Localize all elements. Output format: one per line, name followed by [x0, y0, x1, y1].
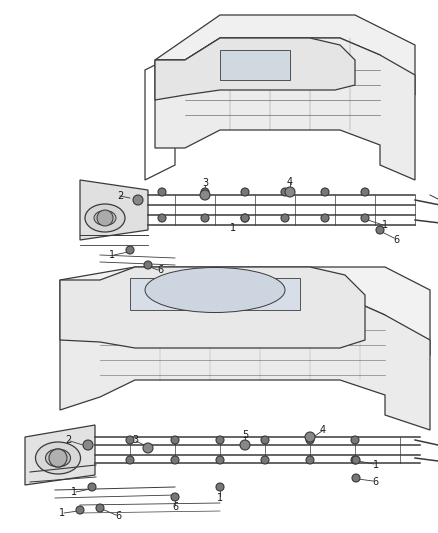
Ellipse shape	[46, 449, 71, 467]
Text: 6: 6	[172, 502, 178, 512]
Polygon shape	[60, 267, 430, 355]
Circle shape	[158, 188, 166, 196]
Circle shape	[133, 195, 143, 205]
Polygon shape	[25, 425, 95, 485]
Ellipse shape	[94, 211, 116, 225]
Text: 1: 1	[217, 493, 223, 503]
Circle shape	[351, 436, 359, 444]
Circle shape	[376, 226, 384, 234]
Circle shape	[285, 187, 295, 197]
Circle shape	[352, 474, 360, 482]
Circle shape	[171, 436, 179, 444]
Circle shape	[96, 504, 104, 512]
Text: 1: 1	[373, 460, 379, 470]
Circle shape	[158, 214, 166, 222]
Circle shape	[351, 456, 359, 464]
Text: 2: 2	[117, 191, 123, 201]
Text: 1: 1	[71, 487, 77, 497]
Circle shape	[306, 456, 314, 464]
Ellipse shape	[145, 268, 285, 312]
Circle shape	[144, 261, 152, 269]
Circle shape	[126, 246, 134, 254]
Text: 3: 3	[202, 178, 208, 188]
Circle shape	[305, 432, 315, 442]
Polygon shape	[60, 295, 430, 430]
Circle shape	[281, 214, 289, 222]
Circle shape	[126, 456, 134, 464]
Circle shape	[321, 214, 329, 222]
Polygon shape	[80, 180, 148, 240]
Circle shape	[352, 456, 360, 464]
Polygon shape	[155, 38, 415, 180]
Circle shape	[241, 214, 249, 222]
Ellipse shape	[35, 442, 81, 474]
Circle shape	[126, 436, 134, 444]
Text: 4: 4	[287, 177, 293, 187]
Circle shape	[216, 456, 224, 464]
Circle shape	[306, 436, 314, 444]
Circle shape	[241, 188, 249, 196]
Text: 2: 2	[65, 435, 71, 445]
Polygon shape	[220, 50, 290, 80]
Circle shape	[201, 214, 209, 222]
Text: 6: 6	[157, 265, 163, 275]
Text: 3: 3	[132, 435, 138, 445]
Circle shape	[261, 456, 269, 464]
Circle shape	[83, 440, 93, 450]
Text: 6: 6	[115, 511, 121, 521]
Circle shape	[88, 483, 96, 491]
Text: 1: 1	[382, 220, 388, 230]
Circle shape	[261, 436, 269, 444]
Circle shape	[97, 210, 113, 226]
Circle shape	[76, 506, 84, 514]
Circle shape	[361, 188, 369, 196]
Circle shape	[143, 443, 153, 453]
Circle shape	[171, 456, 179, 464]
Circle shape	[241, 214, 249, 222]
Polygon shape	[155, 38, 355, 100]
Polygon shape	[155, 15, 415, 95]
Circle shape	[281, 188, 289, 196]
Text: 6: 6	[372, 477, 378, 487]
Text: 1: 1	[109, 250, 115, 260]
Circle shape	[49, 449, 67, 467]
Circle shape	[200, 190, 210, 200]
Circle shape	[216, 483, 224, 491]
Text: 1: 1	[59, 508, 65, 518]
Ellipse shape	[85, 204, 125, 232]
Circle shape	[240, 440, 250, 450]
Circle shape	[321, 188, 329, 196]
Circle shape	[361, 214, 369, 222]
Text: 1: 1	[230, 223, 236, 233]
Text: 6: 6	[393, 235, 399, 245]
Text: 5: 5	[242, 430, 248, 440]
Circle shape	[171, 493, 179, 501]
Polygon shape	[60, 267, 365, 348]
Text: 4: 4	[320, 425, 326, 435]
Polygon shape	[130, 278, 300, 310]
Circle shape	[201, 188, 209, 196]
Circle shape	[216, 436, 224, 444]
